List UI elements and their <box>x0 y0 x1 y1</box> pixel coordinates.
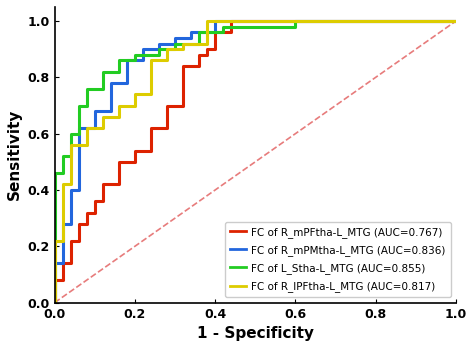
Legend: FC of R_mPFtha-L_MTG (AUC=0.767), FC of R_mPMtha-L_MTG (AUC=0.836), FC of L_Stha: FC of R_mPFtha-L_MTG (AUC=0.767), FC of … <box>225 222 451 298</box>
Y-axis label: Sensitivity: Sensitivity <box>7 109 22 200</box>
X-axis label: 1 - Specificity: 1 - Specificity <box>197 326 314 341</box>
